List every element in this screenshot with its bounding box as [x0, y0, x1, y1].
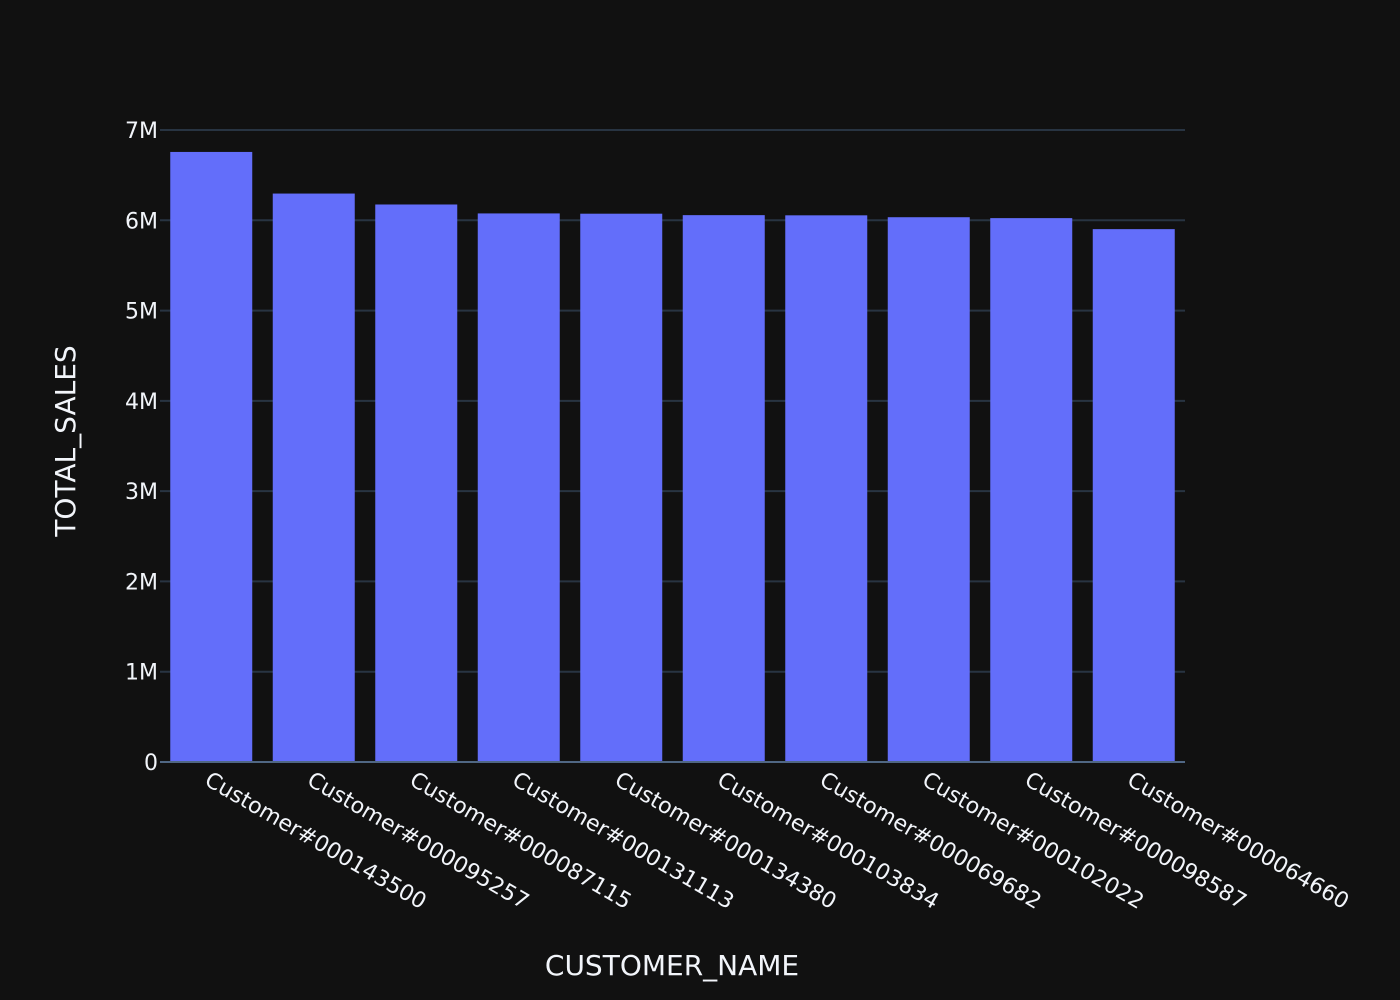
bar	[375, 204, 458, 762]
bar	[887, 217, 970, 762]
y-tick-label: 0	[144, 751, 158, 776]
bar	[272, 193, 355, 762]
y-tick-label: 4M	[125, 390, 158, 415]
bar	[580, 213, 663, 763]
y-tick-label: 3M	[125, 480, 158, 505]
bar	[1092, 229, 1175, 762]
bar	[990, 218, 1073, 763]
bar	[170, 151, 253, 762]
x-axis-title: CUSTOMER_NAME	[545, 949, 799, 982]
bar	[682, 215, 765, 763]
y-tick-label: 5M	[125, 300, 158, 325]
y-tick-label: 6M	[125, 209, 158, 234]
y-tick-label: 2M	[125, 570, 158, 595]
y-axis-title: TOTAL_SALES	[49, 345, 82, 537]
y-tick-label: 1M	[125, 661, 158, 686]
bar	[477, 213, 560, 762]
y-tick-label: 7M	[125, 119, 158, 144]
x-tick-labels: Customer#000143500Customer#000095257Cust…	[200, 768, 1353, 915]
y-tick-labels: 0 1M 2M 3M 4M 5M 6M 7M	[125, 119, 158, 776]
bar	[785, 215, 868, 762]
bars	[170, 151, 1175, 763]
